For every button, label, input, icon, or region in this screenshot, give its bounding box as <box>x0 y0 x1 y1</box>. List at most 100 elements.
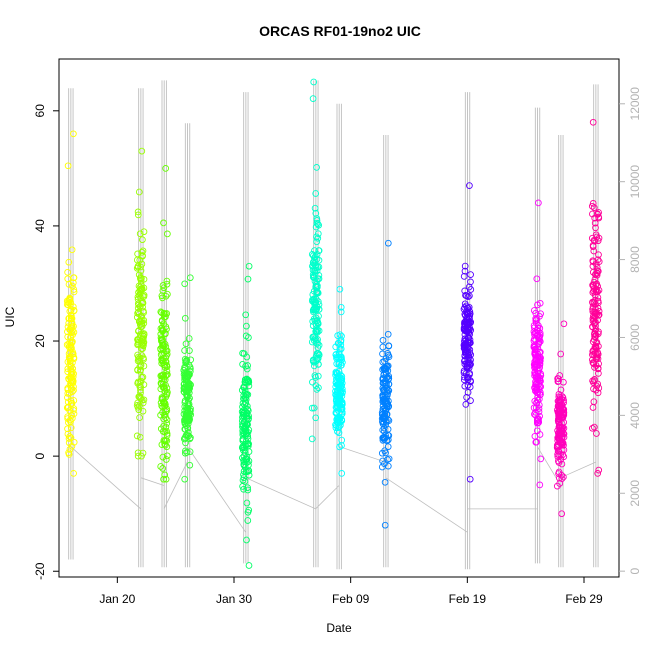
uic-point <box>593 382 601 390</box>
x-tick-label: Feb 19 <box>449 592 487 606</box>
uic-point <box>64 333 72 341</box>
y-tick-label: 0 <box>33 452 47 459</box>
uic-point <box>463 292 470 300</box>
uic-point <box>68 388 76 396</box>
uic-point <box>135 188 143 196</box>
uic-point <box>530 404 538 412</box>
uic-point <box>337 308 345 316</box>
uic-point <box>138 352 146 359</box>
x-tick-label: Jan 30 <box>216 592 252 606</box>
uic-point <box>240 392 248 399</box>
uic-point <box>557 428 564 436</box>
uic-point <box>182 359 190 367</box>
uic-point <box>134 263 142 271</box>
y2-tick-label: 0 <box>628 568 642 575</box>
uic-point <box>315 263 323 271</box>
uic-point <box>595 370 602 377</box>
uic-point <box>185 335 193 342</box>
uic-point <box>530 342 538 349</box>
uic-point <box>310 404 318 412</box>
uic-point <box>315 247 323 254</box>
uic-point <box>537 354 544 362</box>
uic-point <box>163 432 171 439</box>
uic-point <box>531 432 539 440</box>
uic-point <box>536 329 544 337</box>
y2-tick-label: 12000 <box>628 87 642 121</box>
uic-point <box>592 281 600 288</box>
uic-point <box>70 286 78 293</box>
uic-point <box>67 424 75 432</box>
uic-point <box>135 271 143 279</box>
altitude-transit <box>140 477 165 486</box>
uic-point <box>312 336 320 344</box>
uic-point <box>338 436 346 444</box>
uic-point <box>67 400 75 408</box>
uic-point <box>335 381 342 388</box>
uic-point <box>379 436 387 444</box>
uic-point <box>310 315 318 323</box>
uic-point <box>240 474 248 481</box>
uic-point <box>314 372 322 380</box>
y-tick-label: 40 <box>33 219 47 233</box>
uic-point <box>379 410 387 418</box>
uic-point <box>159 465 167 472</box>
uic-point <box>241 478 249 485</box>
uic-point <box>314 230 322 238</box>
uic-point <box>134 452 142 460</box>
uic-point <box>243 353 251 361</box>
uic-point <box>461 267 469 275</box>
uic-point <box>383 384 391 392</box>
uic-point <box>464 293 472 301</box>
uic-point <box>67 323 75 331</box>
uic-point <box>70 355 78 363</box>
uic-point <box>244 508 252 516</box>
uic-point <box>66 354 74 362</box>
uic-point <box>381 357 388 365</box>
uic-point <box>309 273 317 281</box>
uic-point <box>186 461 194 469</box>
uic-point <box>64 415 72 422</box>
uic-point <box>589 356 596 364</box>
uic-point <box>162 456 170 463</box>
uic-point <box>137 361 145 369</box>
uic-point <box>244 275 252 283</box>
y2-axis: 0 2000 4000 6000 8000 10000 12000 <box>619 87 642 575</box>
uic-point <box>460 273 468 280</box>
uic-point <box>134 336 142 343</box>
uic-point <box>466 475 474 483</box>
uic-point <box>336 285 344 293</box>
uic-point <box>591 219 599 227</box>
uic-point <box>461 262 469 270</box>
uic-point <box>136 230 144 238</box>
uic-point <box>537 372 545 379</box>
uic-point <box>308 404 316 412</box>
uic-point <box>309 266 317 274</box>
uic-point <box>241 383 248 391</box>
uic-point <box>140 309 147 316</box>
uic-point <box>240 467 248 475</box>
uic-point <box>245 467 253 475</box>
altitude-transit <box>338 446 386 463</box>
uic-point <box>558 510 566 518</box>
uic-point <box>554 375 561 382</box>
uic-point <box>163 427 170 435</box>
uic-point <box>554 434 562 442</box>
uic-point <box>243 499 251 507</box>
uic-point <box>137 366 145 374</box>
uic-point <box>183 449 191 456</box>
uic-point <box>383 437 391 445</box>
uic-point <box>555 390 563 398</box>
uic-point <box>589 308 597 315</box>
uic-point <box>69 279 77 287</box>
uic-point <box>66 308 74 315</box>
uic-point <box>589 323 596 331</box>
uic-point <box>67 341 75 349</box>
uic-point <box>530 322 538 329</box>
uic-point <box>65 281 73 288</box>
uic-point <box>162 372 169 380</box>
uic-point <box>593 271 601 279</box>
uic-point <box>64 425 71 433</box>
uic-point <box>380 424 388 432</box>
uic-point <box>466 292 473 300</box>
uic-point <box>136 302 144 310</box>
